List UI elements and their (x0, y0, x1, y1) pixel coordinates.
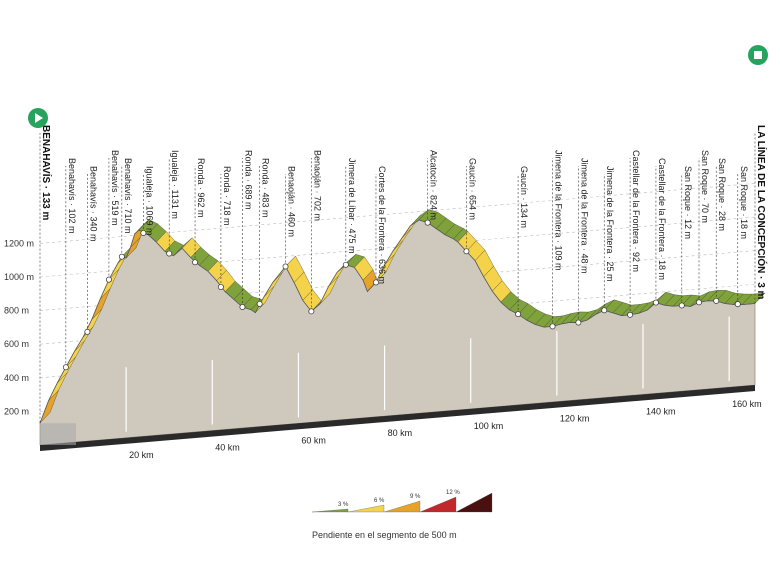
x-tick-label: 160 km (732, 399, 762, 409)
waypoint-label: Jimena de la Frontera · 109 m (554, 150, 564, 271)
waypoint-dot (105, 276, 112, 283)
waypoint-label: Ronda · 689 m (243, 150, 253, 210)
waypoint-label: Jimera de Líbar · 475 m (347, 158, 357, 254)
waypoint-label: Castellar de la Frontera · 18 m (657, 158, 667, 280)
waypoint-label: Benaoján · 460 m (287, 166, 297, 237)
x-tick-label: 60 km (301, 435, 326, 445)
waypoint-label: Alcatocín · 824 m (429, 150, 439, 220)
waypoint-label: Benahavís · 519 m (110, 150, 120, 226)
waypoint-label: Jimena de la Frontera · 25 m (605, 166, 615, 282)
waypoint-label: Benahavís · 710 m (123, 158, 133, 234)
waypoint-dot (192, 259, 199, 266)
waypoint-dot (166, 250, 173, 257)
waypoint-dot (515, 311, 522, 318)
waypoint-dot (734, 301, 741, 308)
waypoint-dot (696, 299, 702, 306)
legend-threshold: 6 % (374, 498, 385, 504)
y-tick-label: 200 m (4, 406, 29, 416)
waypoint-dot (424, 219, 431, 226)
x-tick-label: 80 km (388, 428, 413, 438)
waypoint-label: Ronda · 718 m (222, 166, 232, 226)
waypoint-dot (256, 300, 263, 307)
y-tick-label: 1000 m (4, 272, 34, 282)
waypoint-dot (118, 253, 125, 260)
waypoint-label: Igualeja · 1069 m (144, 166, 154, 236)
legend-threshold: 12 % (446, 490, 460, 496)
x-axis: 20 km 40 km 60 km 80 km 100 km 120 km 140 km 16… (125, 316, 762, 460)
waypoint-dot (713, 297, 720, 304)
waypoint-dot (549, 323, 556, 330)
waypoint-dot (601, 307, 608, 314)
legend-swatch (383, 500, 421, 513)
waypoint-label: Castellar de la Frontera · 92 m (631, 150, 641, 272)
waypoint-dot (678, 302, 685, 309)
waypoint-label: Benaoján · 702 m (312, 150, 322, 221)
waypoint-dot (575, 319, 582, 326)
waypoint-label: San Roque · 28 m (717, 158, 727, 231)
x-tick-label: 140 km (646, 406, 676, 416)
waypoint-dot (282, 263, 289, 270)
waypoint-dot (373, 279, 379, 286)
x-tick-label: 120 km (560, 414, 590, 424)
x-tick-label: 100 km (474, 421, 504, 431)
waypoint-dot (239, 304, 246, 311)
waypoint-label: BENAHAVÍS · 133 m (40, 125, 53, 221)
x-tick-label: 40 km (215, 443, 240, 453)
waypoint-label: Ronda · 962 m (196, 158, 206, 218)
waypoint-dot (84, 328, 91, 335)
waypoint-dot (463, 248, 470, 255)
y-tick-label: 1200 m (4, 238, 34, 248)
waypoint-markers: BENAHAVÍS · 133 m Benahavís · 102 m Benaha… (39, 125, 768, 423)
waypoint-dot (652, 299, 659, 306)
waypoint-label: San Roque · 12 m (683, 166, 693, 239)
waypoint-label: Benahavís · 102 m (67, 158, 77, 234)
waypoint-label: Gaucín · 134 m (519, 166, 529, 228)
start-finish-flags (28, 45, 768, 128)
waypoint-label: San Roque · 18 m (739, 166, 749, 239)
x-tick-label: 20 km (129, 450, 154, 460)
legend-swatch (419, 496, 457, 513)
legend-swatch (311, 508, 349, 513)
waypoint-label: Ronda · 483 m (261, 158, 271, 218)
legend-threshold: 9 % (410, 494, 421, 500)
legend-swatch (455, 492, 493, 513)
waypoint-dot (62, 364, 69, 371)
waypoint-label: Benahavís · 340 m (88, 166, 98, 242)
y-tick-label: 800 m (4, 306, 29, 316)
legend-caption: Pendiente en el segmento de 500 m (312, 530, 457, 540)
legend-swatch (347, 504, 385, 513)
waypoint-label: San Roque · 70 m (700, 150, 710, 223)
profile-base-edge (40, 385, 755, 451)
y-tick-label: 400 m (4, 373, 29, 383)
waypoint-label: Igualeja · 1131 m (170, 150, 180, 219)
waypoint-dot (217, 284, 224, 290)
waypoint-dot (140, 230, 147, 236)
waypoint-label: Gaucín · 654 m (467, 158, 477, 220)
waypoint-label: Cortes de la Frontera · 636 m (377, 166, 387, 284)
waypoint-dot (308, 308, 315, 315)
legend-threshold: 3 % (338, 502, 349, 508)
waypoint-label: Jimena de la Frontera · 48 m (579, 158, 589, 274)
waypoint-dot (627, 311, 634, 318)
waypoint-label: LA LÍNEA DE LA CONCEPCIÓN · 3 m (755, 125, 768, 300)
play-icon (35, 113, 43, 123)
stop-icon (754, 51, 762, 59)
y-tick-label: 600 m (4, 339, 29, 349)
waypoint-dot (342, 261, 349, 268)
y-axis: 200 m 400 m 600 m 800 m 1000 m 1200 m (4, 238, 34, 416)
gradient-legend: 3 % 6 % 9 % 12 % Pendiente en el segmento de… (311, 490, 493, 540)
profile-left-shade (40, 423, 76, 445)
